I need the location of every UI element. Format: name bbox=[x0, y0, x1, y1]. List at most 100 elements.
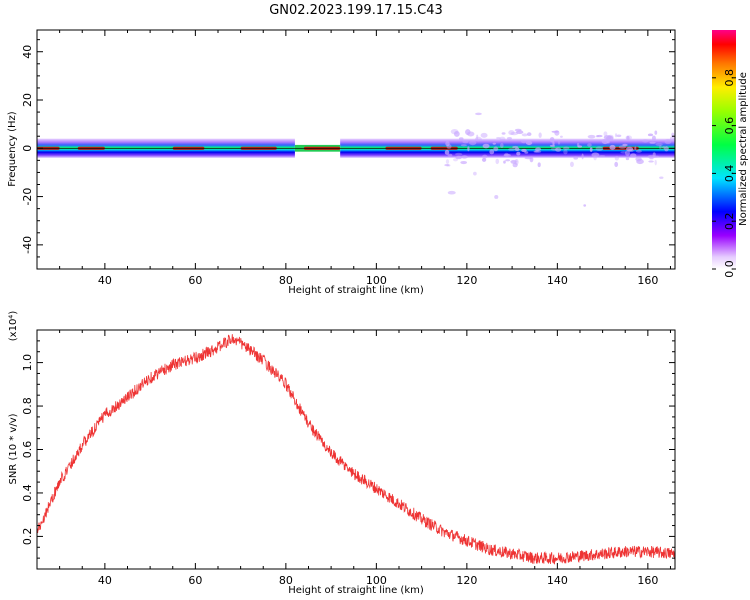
spectral-speck bbox=[475, 112, 482, 116]
spectrogram-x-label: Height of straight line (km) bbox=[288, 285, 424, 296]
spectral-speck bbox=[538, 132, 542, 138]
spectrogram-panel: 40 60 80 100 120 140 160 -40 -20 0 20 40 Height of… bbox=[7, 29, 676, 296]
x-tick-label: 160 bbox=[637, 274, 658, 287]
x-tick-label: 60 bbox=[188, 574, 202, 587]
spectral-speck bbox=[447, 190, 456, 195]
spectral-speck bbox=[467, 146, 470, 152]
snr-frame bbox=[36, 329, 676, 570]
colorbar-tick-label: 0.8 bbox=[723, 69, 736, 87]
colorbar-tick-label: 0.2 bbox=[723, 212, 736, 230]
spectral-speck bbox=[480, 132, 488, 138]
snr-scale-label: (x10⁴) bbox=[8, 311, 19, 342]
spectral-speck bbox=[618, 145, 627, 149]
spectral-speck bbox=[521, 148, 527, 153]
snr-y-label: SNR (10 * v/v) bbox=[8, 413, 19, 484]
spectral-speck bbox=[603, 131, 608, 137]
x-tick-label: 60 bbox=[188, 274, 202, 287]
spectral-speck bbox=[551, 130, 560, 133]
spectral-speck bbox=[560, 135, 563, 138]
spectral-speck bbox=[510, 160, 517, 165]
spectral-speck bbox=[494, 194, 499, 199]
spectral-speck bbox=[669, 135, 675, 142]
spectral-speck bbox=[549, 136, 555, 143]
x-tick-label: 40 bbox=[98, 274, 112, 287]
spectral-speck bbox=[647, 154, 656, 159]
spectral-speck bbox=[616, 134, 622, 138]
spectral-speck bbox=[462, 140, 469, 144]
spectral-speck bbox=[642, 139, 649, 143]
spectral-speck bbox=[576, 142, 580, 147]
spectral-speck bbox=[595, 146, 604, 152]
spectral-speck bbox=[655, 142, 663, 146]
spectral-speck bbox=[625, 157, 630, 161]
y-tick-label: 0 bbox=[21, 145, 34, 152]
spectral-speck bbox=[625, 135, 632, 140]
spectral-speck bbox=[635, 149, 642, 153]
spectral-speck bbox=[474, 136, 482, 142]
spectral-speck bbox=[460, 144, 467, 147]
spectral-speck bbox=[606, 135, 614, 141]
spectral-speck bbox=[489, 149, 495, 155]
spectral-speck bbox=[570, 161, 574, 168]
x-tick-label: 140 bbox=[547, 574, 568, 587]
spectral-speck bbox=[458, 137, 464, 141]
x-tick-label: 100 bbox=[366, 574, 387, 587]
colorbar: 0.0 0.2 0.4 0.6 0.8 Normalized spectral ampl… bbox=[712, 30, 749, 278]
spectral-speck bbox=[581, 153, 584, 160]
spectral-speck bbox=[454, 152, 463, 156]
spectral-speck bbox=[635, 156, 642, 162]
spectral-speck bbox=[652, 155, 660, 158]
y-tick-label: -40 bbox=[21, 236, 34, 254]
spectral-speck bbox=[563, 146, 570, 150]
snr-panel: 40 60 80 100 120 140 160 0.2 0.4 0.6 0.8 1.0 Heigh… bbox=[8, 311, 676, 596]
snr-series-line bbox=[37, 334, 675, 565]
spectral-speck bbox=[601, 138, 609, 145]
y-tick-label: 0.2 bbox=[21, 528, 34, 546]
y-tick-label: 0.4 bbox=[21, 484, 34, 502]
spectral-speck bbox=[492, 142, 496, 145]
colorbar-label: Normalized spectral amplitude bbox=[738, 72, 749, 226]
snr-x-ticks: 40 60 80 100 120 140 160 bbox=[36, 330, 671, 587]
spectral-speck bbox=[455, 155, 463, 160]
spectral-speck bbox=[628, 148, 634, 153]
spectral-speck bbox=[525, 140, 533, 146]
spectral-speck bbox=[501, 132, 506, 135]
spectral-speck bbox=[624, 150, 630, 156]
spectral-speck bbox=[508, 147, 516, 151]
spectral-speck bbox=[626, 146, 634, 152]
y-tick-label: 0.6 bbox=[21, 441, 34, 459]
spectral-speck bbox=[549, 144, 556, 147]
y-tick-label: 40 bbox=[21, 45, 34, 59]
spectral-speck bbox=[524, 156, 533, 160]
spectral-speck bbox=[444, 164, 450, 167]
x-tick-label: 120 bbox=[456, 274, 477, 287]
spectral-speck bbox=[589, 147, 593, 152]
spectrogram-frame bbox=[36, 29, 676, 270]
spectral-speck bbox=[514, 147, 520, 152]
spectral-speck bbox=[555, 147, 562, 152]
spectral-speck bbox=[593, 155, 597, 161]
spectral-speck bbox=[510, 159, 518, 163]
spectral-speck bbox=[503, 160, 506, 164]
spectrogram-x-ticks: 40 60 80 100 120 140 160 bbox=[36, 30, 671, 287]
x-tick-label: 40 bbox=[98, 574, 112, 587]
spectral-speck bbox=[648, 160, 654, 163]
spectral-speck bbox=[614, 155, 619, 161]
colorbar-ticks: 0.0 0.2 0.4 0.6 0.8 bbox=[712, 69, 736, 278]
spectral-speck bbox=[563, 149, 568, 155]
spectral-speck bbox=[496, 136, 501, 140]
spectral-speck bbox=[526, 132, 532, 136]
spectral-speck bbox=[473, 171, 477, 176]
heatmap-content bbox=[37, 112, 675, 207]
spectral-speck bbox=[508, 130, 515, 136]
spectral-speck bbox=[573, 156, 579, 160]
figure-title: GN02.2023.199.17.15.C43 bbox=[269, 3, 443, 18]
spectral-speck bbox=[461, 155, 468, 159]
spectral-speck bbox=[654, 130, 658, 135]
y-tick-label: -20 bbox=[21, 188, 34, 206]
spectral-speck bbox=[520, 139, 527, 144]
spectral-speck bbox=[444, 149, 450, 155]
snr-y-ticks: 0.2 0.4 0.6 0.8 1.0 bbox=[21, 340, 675, 559]
x-tick-label: 80 bbox=[279, 574, 293, 587]
